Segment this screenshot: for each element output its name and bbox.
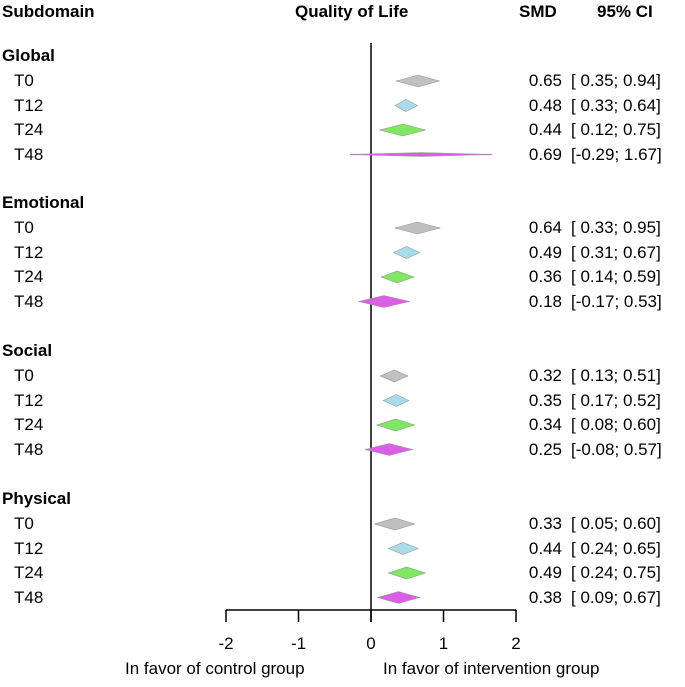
ci-value: [ 0.09; 0.67] xyxy=(571,587,661,607)
timepoint-label: T24 xyxy=(14,563,44,582)
smd-value: 0.64 xyxy=(528,218,562,237)
smd-value: 0.38 xyxy=(528,587,562,607)
ci-value: [ 0.35; 0.94] xyxy=(571,71,661,90)
smd-value: 0.18 xyxy=(528,291,562,311)
ci-value: [ 0.13; 0.51] xyxy=(571,366,661,385)
ci-value: [ 0.12; 0.75] xyxy=(571,120,661,139)
ci-value: [ 0.05; 0.60] xyxy=(571,514,661,533)
timepoint-label: T48 xyxy=(14,144,44,164)
timepoint-label: T0 xyxy=(14,71,34,90)
timepoint-label: T0 xyxy=(14,218,34,237)
smd-diamond xyxy=(380,270,415,284)
smd-value: 0.65 xyxy=(528,71,562,90)
smd-diamond xyxy=(365,443,414,456)
smd-value: 0.44 xyxy=(528,120,562,139)
smd-diamond xyxy=(393,221,442,235)
smd-value: 0.35 xyxy=(528,390,562,410)
timepoint-label: T24 xyxy=(14,120,44,139)
ci-value: [ 0.17; 0.52] xyxy=(571,390,661,410)
x-tick-label: 2 xyxy=(511,634,520,653)
ci-value: [ 0.08; 0.60] xyxy=(571,415,661,434)
timepoint-label: T48 xyxy=(14,439,44,459)
smd-value: 0.44 xyxy=(528,538,562,558)
x-tick-label: -1 xyxy=(291,634,306,653)
timepoint-label: T0 xyxy=(14,366,34,385)
smd-diamond xyxy=(395,74,441,88)
smd-value: 0.32 xyxy=(528,366,562,385)
timepoint-label: T12 xyxy=(14,390,44,410)
x-label-intervention: In favor of intervention group xyxy=(383,659,600,678)
header-smd: SMD xyxy=(519,2,557,21)
x-label-control: In favor of control group xyxy=(125,659,305,678)
ci-value: [-0.08; 0.57] xyxy=(571,439,662,459)
chart-title: Quality of Life xyxy=(295,2,409,21)
smd-diamond xyxy=(376,591,421,604)
smd-value: 0.36 xyxy=(528,267,562,286)
smd-diamond xyxy=(379,369,409,383)
smd-diamond xyxy=(375,418,416,432)
smd-value: 0.34 xyxy=(528,415,562,434)
ci-value: [-0.17; 0.53] xyxy=(571,291,662,311)
timepoint-label: T0 xyxy=(14,514,34,533)
smd-diamond xyxy=(387,542,419,555)
timepoint-label: T24 xyxy=(14,267,44,286)
smd-diamond xyxy=(373,517,416,531)
timepoint-label: T12 xyxy=(14,95,44,115)
group-label: Social xyxy=(2,341,53,360)
x-tick-label: -2 xyxy=(218,634,233,653)
timepoint-label: T48 xyxy=(14,291,44,311)
smd-value: 0.49 xyxy=(528,563,562,582)
smd-diamond xyxy=(387,566,427,580)
smd-value: 0.49 xyxy=(528,242,562,262)
ci-value: [ 0.14; 0.59] xyxy=(571,267,661,286)
smd-diamond xyxy=(392,246,421,259)
ci-value: [-0.29; 1.67] xyxy=(571,144,662,164)
ci-value: [ 0.31; 0.67] xyxy=(571,242,661,262)
smd-diamond xyxy=(378,123,427,137)
timepoint-label: T24 xyxy=(14,415,44,434)
ci-value: [ 0.33; 0.95] xyxy=(571,218,661,237)
group-label: Physical xyxy=(2,489,71,508)
smd-diamond xyxy=(349,152,493,157)
smd-diamond xyxy=(382,394,410,407)
ci-value: [ 0.24; 0.65] xyxy=(571,538,661,558)
group-label: Emotional xyxy=(2,193,85,212)
smd-value: 0.69 xyxy=(528,144,562,164)
smd-value: 0.48 xyxy=(528,95,562,115)
x-tick-label: 1 xyxy=(439,634,448,653)
smd-diamond xyxy=(358,295,410,308)
smd-value: 0.33 xyxy=(528,514,562,533)
timepoint-label: T12 xyxy=(14,538,44,558)
smd-diamond xyxy=(394,99,419,112)
x-tick-label: 0 xyxy=(366,634,375,653)
timepoint-label: T48 xyxy=(14,587,44,607)
smd-value: 0.25 xyxy=(528,439,562,459)
header-ci: 95% CI xyxy=(597,2,653,21)
ci-value: [ 0.24; 0.75] xyxy=(571,563,661,582)
ci-value: [ 0.33; 0.64] xyxy=(571,95,661,115)
header-subdomain: Subdomain xyxy=(2,2,95,21)
group-label: Global xyxy=(2,46,55,65)
timepoint-label: T12 xyxy=(14,242,44,262)
